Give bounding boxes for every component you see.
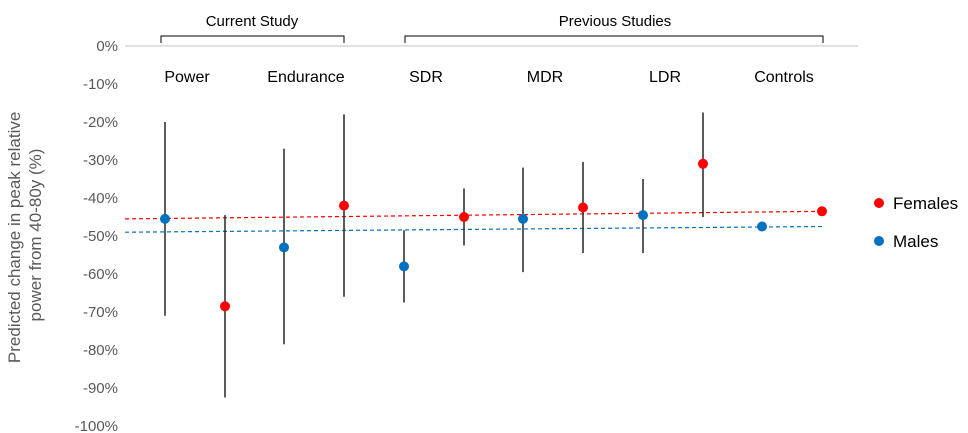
- legend-marker-males: [874, 236, 884, 246]
- legend-item-males: Males: [874, 232, 938, 251]
- y-tick-label: -50%: [83, 228, 118, 245]
- category-label-sdr: SDR: [409, 69, 443, 86]
- trendlines: [124, 210, 825, 233]
- y-tick-label: -40%: [83, 190, 118, 207]
- category-label-mdr: MDR: [527, 69, 563, 86]
- y-axis-title: Predicted change in peak relative power …: [5, 107, 45, 363]
- category-label-endurance: Endurance: [267, 69, 344, 86]
- group-bracket-previous: Previous Studies: [404, 13, 824, 43]
- y-tick-label: 0%: [96, 38, 118, 55]
- point-endurance-females: [339, 200, 349, 211]
- y-axis-title-line2: power from 40-80y (%): [26, 149, 45, 322]
- y-tick-label: -80%: [83, 342, 118, 359]
- legend: Females Males: [874, 194, 958, 251]
- trendline-males: [124, 225, 825, 233]
- y-tick-label: -20%: [83, 114, 118, 131]
- y-tick-label: -70%: [83, 304, 118, 321]
- group-bracket-current: Current Study: [160, 13, 345, 43]
- y-axis-title-line1: Predicted change in peak relative: [5, 112, 24, 363]
- point-power-males: [160, 213, 170, 224]
- point-endurance-males: [279, 242, 289, 253]
- legend-label-males: Males: [893, 232, 938, 251]
- point-power-females: [220, 301, 230, 312]
- category-labels: Power Endurance SDR MDR LDR Controls: [164, 69, 813, 86]
- y-tick-label: -10%: [83, 76, 118, 93]
- bracket-previous-path: [404, 35, 824, 43]
- group-label-current: Current Study: [206, 13, 299, 30]
- category-label-controls: Controls: [754, 69, 814, 86]
- category-label-ldr: LDR: [649, 69, 681, 86]
- legend-marker-females: [874, 198, 884, 208]
- bracket-current-path: [160, 35, 345, 43]
- point-sdr-males: [399, 261, 409, 272]
- group-label-previous: Previous Studies: [559, 13, 672, 30]
- y-tick-label: -60%: [83, 266, 118, 283]
- error-bars: [164, 112, 704, 398]
- point-sdr-females: [459, 212, 469, 222]
- point-mdr-females: [578, 202, 588, 213]
- legend-label-females: Females: [893, 194, 958, 213]
- point-mdr-males: [518, 213, 528, 224]
- legend-item-females: Females: [874, 194, 958, 213]
- trendline-females: [124, 210, 825, 220]
- point-controls-males: [757, 221, 767, 232]
- y-tick-label: -100%: [75, 418, 118, 433]
- point-ldr-females: [698, 158, 708, 169]
- point-controls-females: [817, 206, 827, 217]
- point-ldr-males: [638, 210, 648, 221]
- data-points: [160, 158, 827, 312]
- category-label-power: Power: [164, 69, 210, 86]
- y-tick-label: -30%: [83, 152, 118, 169]
- y-tick-label: -90%: [83, 380, 118, 397]
- y-axis-ticks: 0% -10% -20% -30% -40% -50% -60% -70% -80% -90% -1…: [75, 38, 118, 433]
